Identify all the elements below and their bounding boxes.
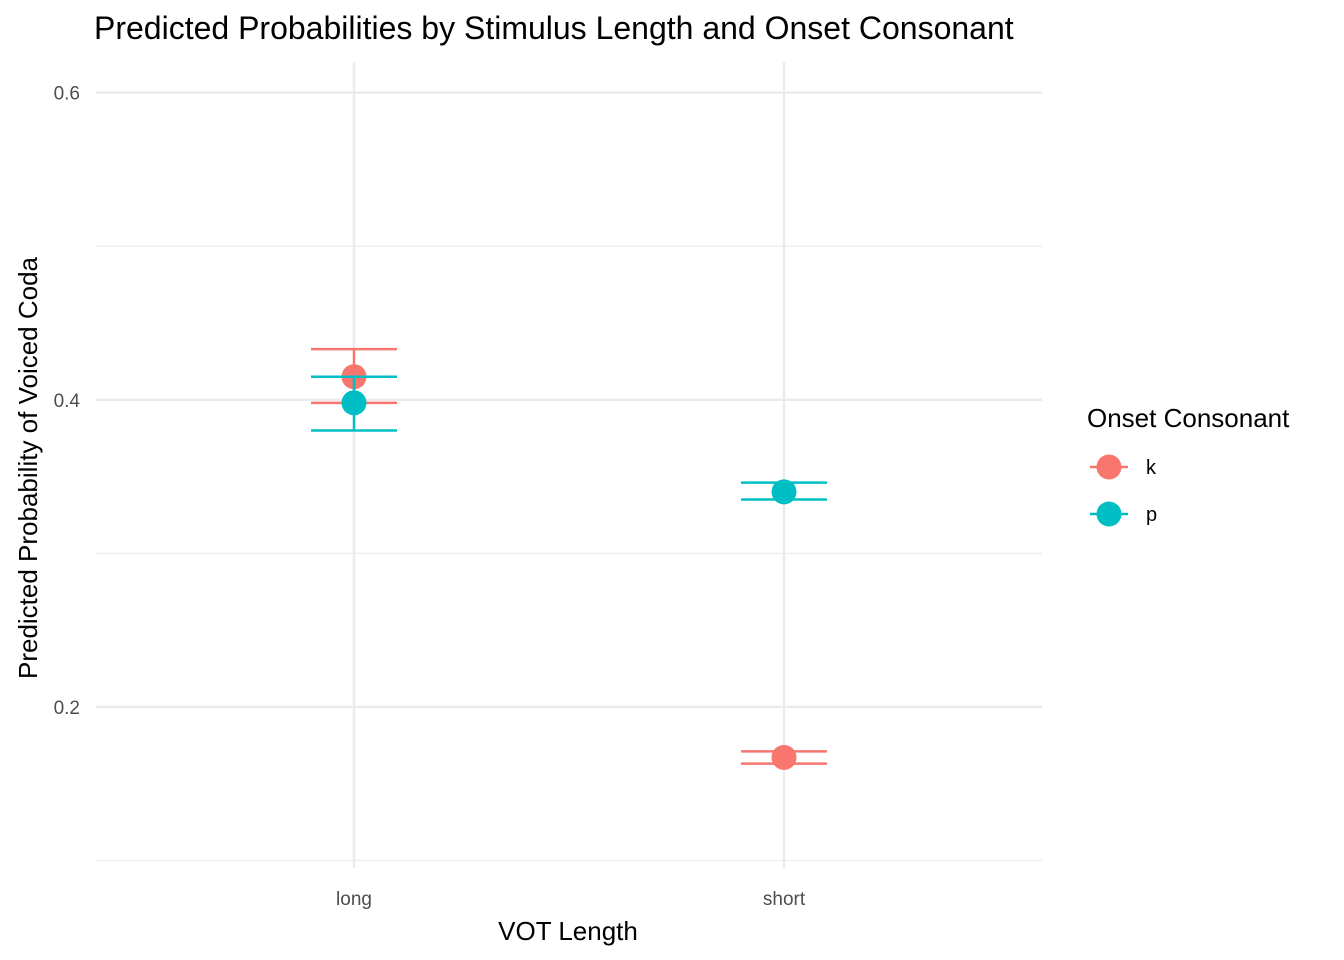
y-tick-label: 0.6 [54,84,80,105]
point-p [341,390,367,416]
legend-item-p: p [1090,501,1157,527]
grid [96,62,1042,868]
point-p [771,479,797,505]
x-tick-label: long [336,889,372,910]
legend-key-point [1096,501,1122,527]
y-tick-label: 0.4 [54,391,81,412]
legend-key-point [1096,454,1122,480]
legend-label: k [1146,457,1157,479]
axis-ticks: 0.2 0.4 0.6 long short [54,84,806,910]
x-axis-title: VOT Length [498,916,638,946]
data-marks [311,347,827,770]
point-k [771,744,797,770]
series-p [311,375,827,505]
legend-label: p [1146,504,1157,526]
y-axis-title: Predicted Probability of Voiced Coda [13,256,43,679]
chart-title: Predicted Probabilities by Stimulus Leng… [94,10,1014,46]
legend: Onset Consonant k p [1087,403,1290,527]
y-tick-label: 0.2 [54,698,80,719]
legend-item-k: k [1090,454,1157,480]
x-tick-label: short [763,889,806,910]
legend-title: Onset Consonant [1087,403,1290,433]
